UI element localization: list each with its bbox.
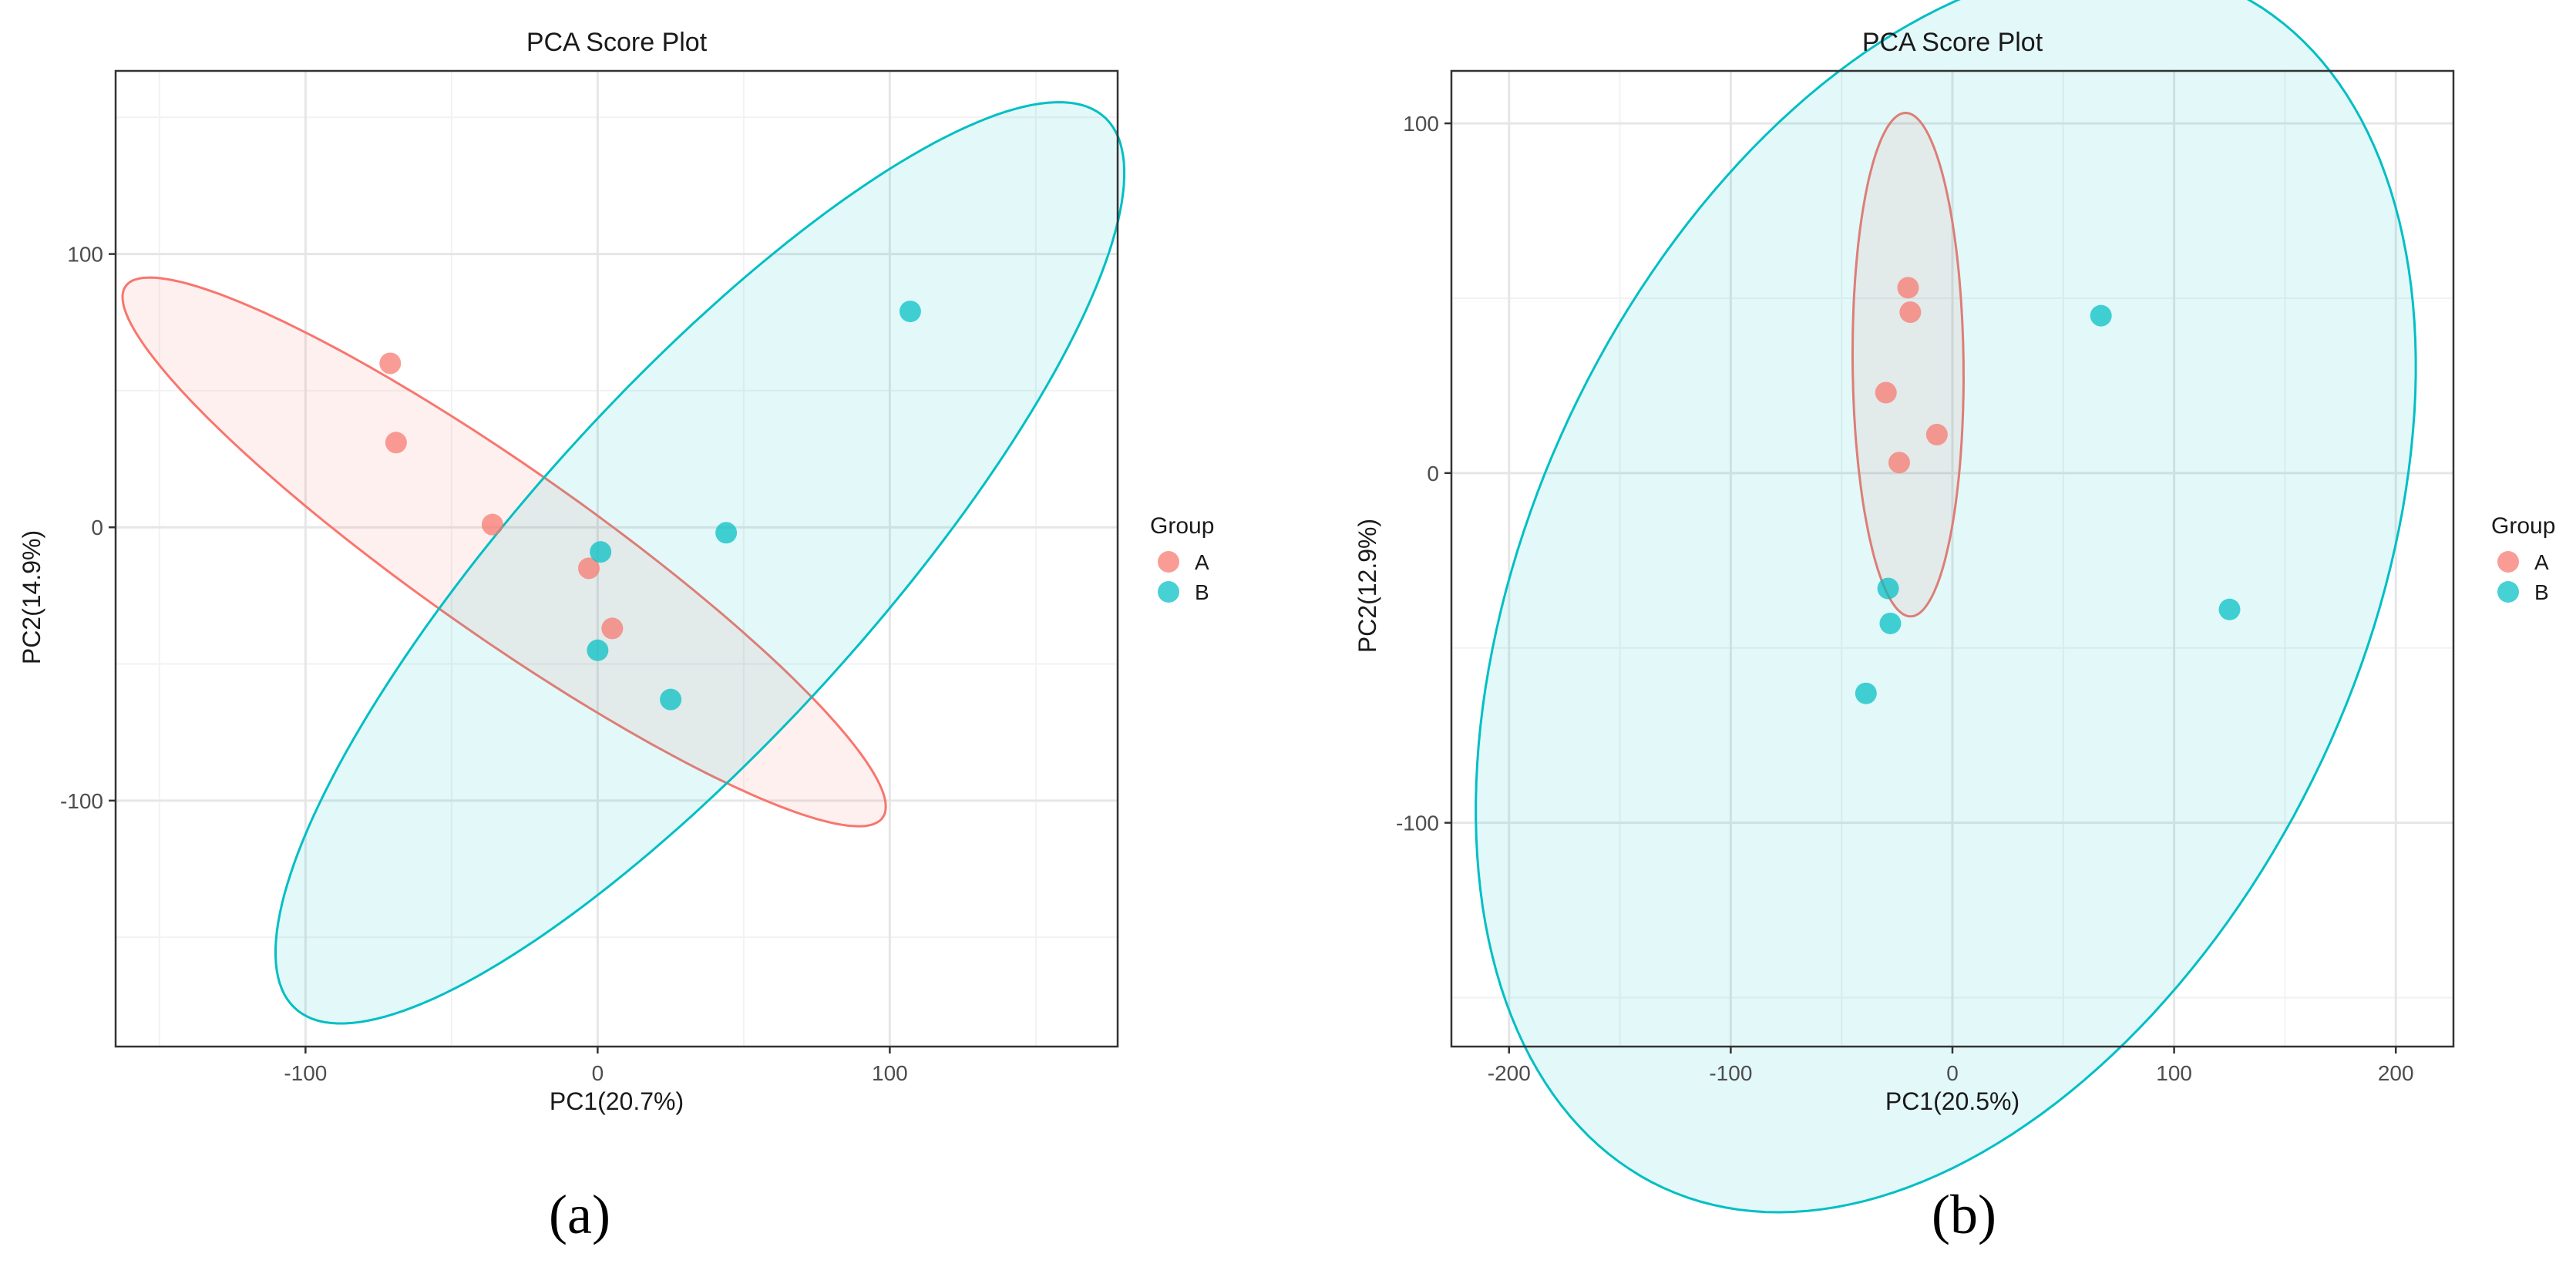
data-point-a bbox=[1925, 423, 1948, 445]
x-tick-label: 100 bbox=[872, 1061, 908, 1085]
data-point-b bbox=[660, 688, 682, 711]
confidence-ellipse-a bbox=[121, 276, 887, 828]
data-point-b bbox=[899, 301, 921, 323]
data-point-b bbox=[1855, 682, 1877, 704]
legend-key-a bbox=[2497, 551, 2519, 573]
y-tick-label: 100 bbox=[67, 243, 103, 267]
data-point-b bbox=[1879, 612, 1902, 634]
plot-border bbox=[114, 69, 1119, 1048]
pca-plot-b: -200 -100 0 100 200 -100 0 100 PCA Score Plot P… bbox=[1354, 0, 2555, 1245]
x-tick-label: -200 bbox=[1488, 1061, 1531, 1085]
data-point-a bbox=[1899, 301, 1922, 324]
data-point-b bbox=[587, 639, 609, 661]
confidence-ellipse-a bbox=[1851, 111, 1966, 618]
data-point-a bbox=[1875, 381, 1897, 404]
data-point-a bbox=[1888, 452, 1910, 474]
data-point-b bbox=[2218, 598, 2241, 620]
y-tick-label: 100 bbox=[1403, 112, 1439, 136]
x-tick-label: 200 bbox=[2378, 1061, 2414, 1085]
data-point-b bbox=[590, 541, 612, 563]
x-tick-label: 0 bbox=[592, 1061, 604, 1085]
legend-key-b bbox=[2497, 581, 2519, 603]
y-tick-label: 0 bbox=[1427, 462, 1439, 486]
data-point-a bbox=[481, 513, 503, 536]
pca-plot-a: -100 0 100 -100 0 100 PCA Score Plot PC1(20.7… bbox=[18, 28, 1214, 1245]
panel-label-b: (b) bbox=[1932, 1184, 1996, 1245]
x-axis-label: PC1(20.7%) bbox=[550, 1087, 684, 1115]
legend-key-a bbox=[1158, 551, 1179, 573]
legend-label-a: A bbox=[2534, 550, 2549, 574]
x-tick-label: -100 bbox=[284, 1061, 327, 1085]
y-axis-label: PC2(12.9%) bbox=[1354, 519, 1381, 653]
confidence-ellipse-b bbox=[1475, 0, 2417, 1214]
legend-label-b: B bbox=[2534, 580, 2549, 604]
x-tick-label: 100 bbox=[2156, 1061, 2192, 1085]
data-point-a bbox=[385, 432, 407, 454]
data-point-b bbox=[2090, 304, 2112, 327]
x-axis-label: PC1(20.5%) bbox=[1885, 1087, 2019, 1115]
confidence-ellipse-b bbox=[274, 101, 1126, 1025]
data-point-a bbox=[601, 617, 624, 640]
x-tick-label: -100 bbox=[1709, 1061, 1752, 1085]
chart-title: PCA Score Plot bbox=[1862, 28, 2043, 57]
legend-label-a: A bbox=[1195, 550, 1209, 574]
legend-title: Group bbox=[1150, 513, 1214, 539]
data-point-a bbox=[379, 352, 402, 375]
chart-title: PCA Score Plot bbox=[526, 28, 708, 57]
plot-area bbox=[116, 71, 1118, 1047]
legend-title: Group bbox=[2491, 513, 2555, 539]
data-point-a bbox=[1897, 277, 1919, 299]
legend-label-b: B bbox=[1195, 580, 1209, 604]
data-point-a bbox=[577, 557, 600, 580]
y-axis-label: PC2(14.9%) bbox=[18, 530, 45, 664]
data-point-b bbox=[1877, 577, 1899, 600]
y-tick-label: -100 bbox=[60, 789, 103, 813]
y-tick-label: -100 bbox=[1396, 812, 1439, 835]
x-tick-label: 0 bbox=[1946, 1061, 1959, 1085]
y-tick-label: 0 bbox=[91, 516, 103, 539]
legend-key-b bbox=[1158, 581, 1179, 603]
panel-label-a: (a) bbox=[549, 1184, 610, 1245]
data-point-b bbox=[715, 522, 738, 544]
